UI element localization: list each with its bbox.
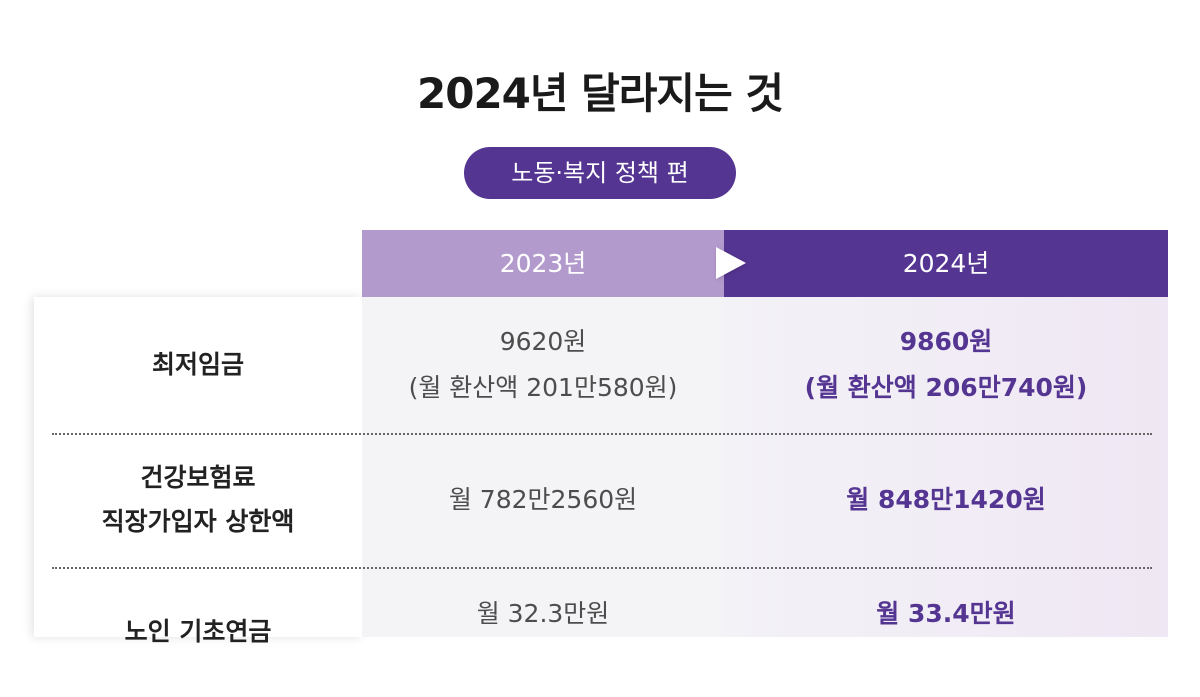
arrow-right-icon [716, 247, 746, 279]
value-line: (월 환산액 206만740원) [804, 373, 1088, 402]
value-line: 월 33.4만원 [876, 599, 1016, 628]
row-label: 노인 기초연금 [34, 567, 362, 697]
table-row: 최저임금 9620원 (월 환산액 201만580원) 9860원 (월 환산액… [34, 297, 1168, 433]
value-2023: 월 782만2560원 [362, 433, 724, 567]
row-label: 최저임금 [34, 297, 362, 433]
column-header-2024: 2024년 [724, 230, 1168, 297]
value-2024: 9860원 (월 환산액 206만740원) [724, 297, 1168, 433]
column-2024-background [724, 297, 1168, 637]
column-2023-background [362, 297, 724, 637]
row-label: 건강보험료 직장가입자 상한액 [34, 433, 362, 567]
table-row: 노인 기초연금 월 32.3만원 월 33.4만원 [34, 567, 1168, 697]
row-label-line: 직장가입자 상한액 [101, 507, 295, 536]
label-column-background [34, 297, 362, 637]
value-line: 월 848만1420원 [846, 485, 1046, 514]
value-2024: 월 848만1420원 [724, 433, 1168, 567]
row-divider [52, 433, 1152, 435]
table-row: 건강보험료 직장가입자 상한액 월 782만2560원 월 848만1420원 [34, 433, 1168, 567]
value-2024: 월 33.4만원 [724, 567, 1168, 637]
row-label-line: 노인 기초연금 [124, 617, 272, 646]
category-badge: 노동·복지 정책 편 [464, 147, 736, 199]
page-title: 2024년 달라지는 것 [417, 69, 784, 118]
row-label-line: 건강보험료 [140, 463, 256, 492]
value-line: 월 782만2560원 [448, 485, 638, 514]
value-2023: 9620원 (월 환산액 201만580원) [362, 297, 724, 433]
value-line: 9860원 [899, 327, 993, 356]
value-2023: 월 32.3만원 [362, 567, 724, 637]
value-line: 9620원 [499, 327, 587, 356]
row-label-line: 최저임금 [151, 350, 244, 379]
value-line: 월 32.3만원 [476, 599, 610, 628]
column-header-2023: 2023년 [362, 230, 724, 297]
value-line: (월 환산액 201만580원) [408, 373, 678, 402]
row-divider [52, 567, 1152, 569]
